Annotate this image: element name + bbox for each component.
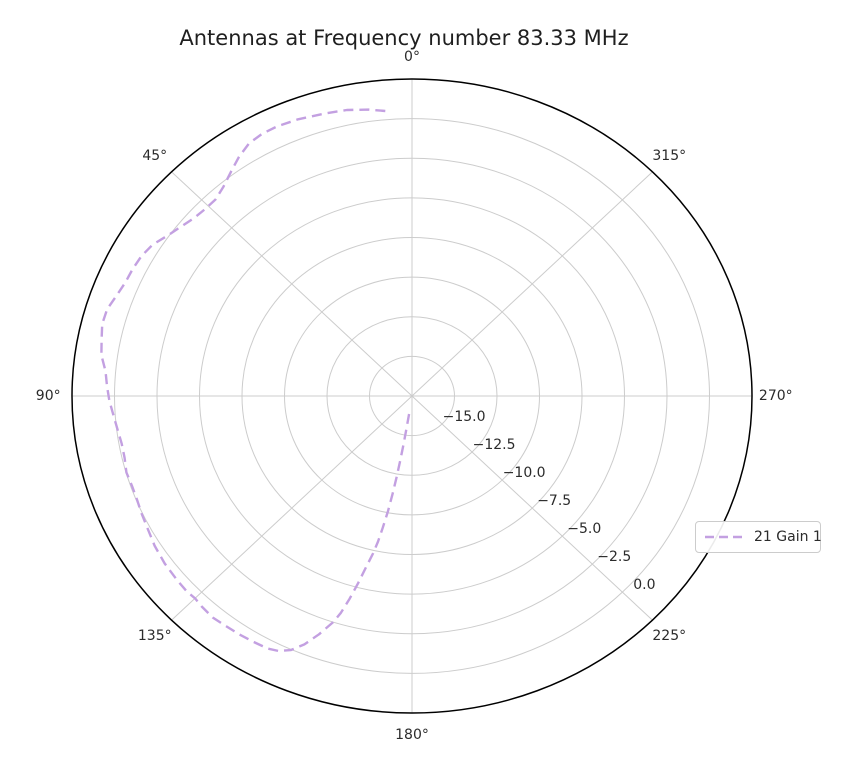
chart-title: Antennas at Frequency number 83.33 MHz: [179, 26, 629, 50]
legend-entry-label: 21 Gain 1: [754, 529, 822, 545]
r-tick-label: −7.5: [537, 493, 571, 509]
gain-curve: [100, 108, 411, 653]
r-gridline: [284, 276, 540, 516]
r-gridline: [369, 355, 455, 437]
r-tick-label: −12.5: [473, 437, 516, 453]
theta-tick-label: 0°: [404, 49, 420, 65]
r-tick-label: −15.0: [443, 409, 486, 425]
theta-tick-label: 225°: [652, 628, 686, 644]
theta-tick-label: 135°: [138, 628, 172, 644]
r-tick-label: −2.5: [597, 549, 631, 565]
r-tick-label: −5.0: [567, 521, 601, 537]
theta-tick-label: 270°: [759, 388, 793, 404]
legend-dashed-line-icon: [705, 535, 743, 539]
r-tick-label: −10.0: [503, 465, 546, 481]
theta-tick-label: 90°: [36, 388, 61, 404]
theta-tick-label: 315°: [652, 148, 686, 164]
r-gridline: [199, 197, 625, 595]
legend-box: 21 Gain 1: [695, 521, 822, 553]
polar-boundary: [71, 78, 753, 714]
r-gridline: [156, 157, 668, 635]
r-gridline: [241, 237, 583, 555]
r-gridline: [114, 118, 710, 674]
theta-tick-label: 45°: [142, 148, 167, 164]
r-tick-label: 0.0: [633, 577, 655, 593]
theta-tick-label: 180°: [395, 727, 429, 743]
r-gridline: [326, 316, 498, 476]
